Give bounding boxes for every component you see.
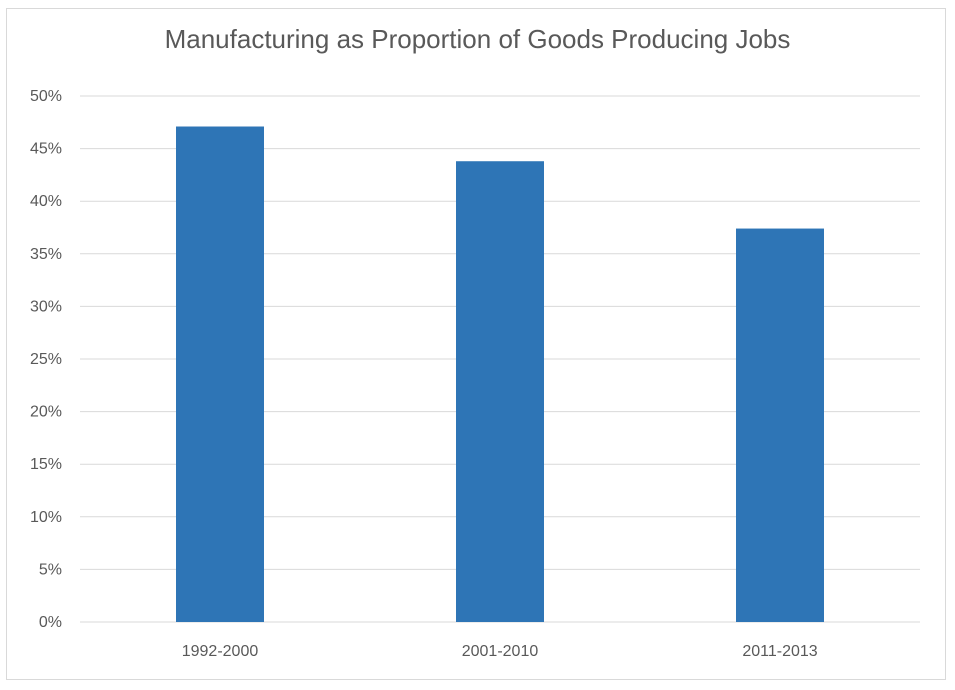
y-tick-label: 5% xyxy=(39,561,62,578)
x-axis-tick-labels: 1992-2000 2001-2010 2011-2013 xyxy=(182,643,818,660)
bar-1992-2000 xyxy=(176,126,264,623)
y-tick-label: 35% xyxy=(30,246,62,263)
y-axis-tick-labels: 0% 5% 10% 15% 20% 25% 30% 35% 40% 45% 50% xyxy=(30,88,62,631)
chart-title: Manufacturing as Proportion of Goods Pro… xyxy=(164,24,791,54)
y-tick-label: 0% xyxy=(39,614,62,631)
bar-2001-2010 xyxy=(456,161,544,622)
y-tick-label: 40% xyxy=(30,193,62,210)
y-tick-label: 30% xyxy=(30,298,62,315)
x-tick-label: 1992-2000 xyxy=(182,643,259,660)
x-tick-label: 2001-2010 xyxy=(462,643,539,660)
y-tick-label: 20% xyxy=(30,404,62,421)
y-tick-label: 25% xyxy=(30,351,62,368)
y-tick-label: 45% xyxy=(30,141,62,158)
y-tick-label: 10% xyxy=(30,509,62,526)
x-tick-label: 2011-2013 xyxy=(742,643,817,660)
bars xyxy=(176,126,824,623)
y-tick-label: 50% xyxy=(30,88,62,105)
bar-2011-2013 xyxy=(736,228,824,622)
y-tick-label: 15% xyxy=(30,456,62,473)
